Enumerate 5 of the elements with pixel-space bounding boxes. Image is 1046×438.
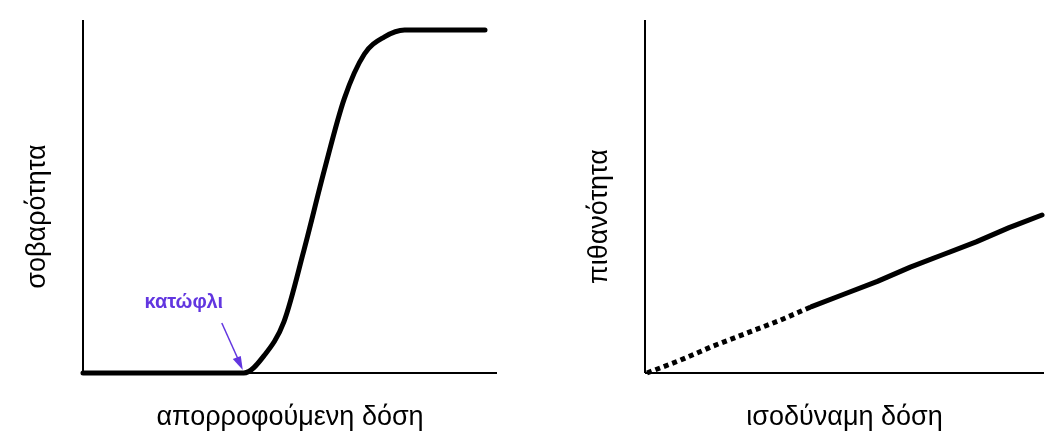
x-axis-title: ισοδύναμη δόση	[746, 401, 943, 431]
x-axis-title: απορροφούμενη δόση	[156, 401, 424, 431]
y-axis-title: πιθανότητα	[583, 149, 613, 284]
annotation: κατώφλι	[144, 290, 224, 312]
y-axis-title: σοβαρότητα	[21, 144, 51, 289]
